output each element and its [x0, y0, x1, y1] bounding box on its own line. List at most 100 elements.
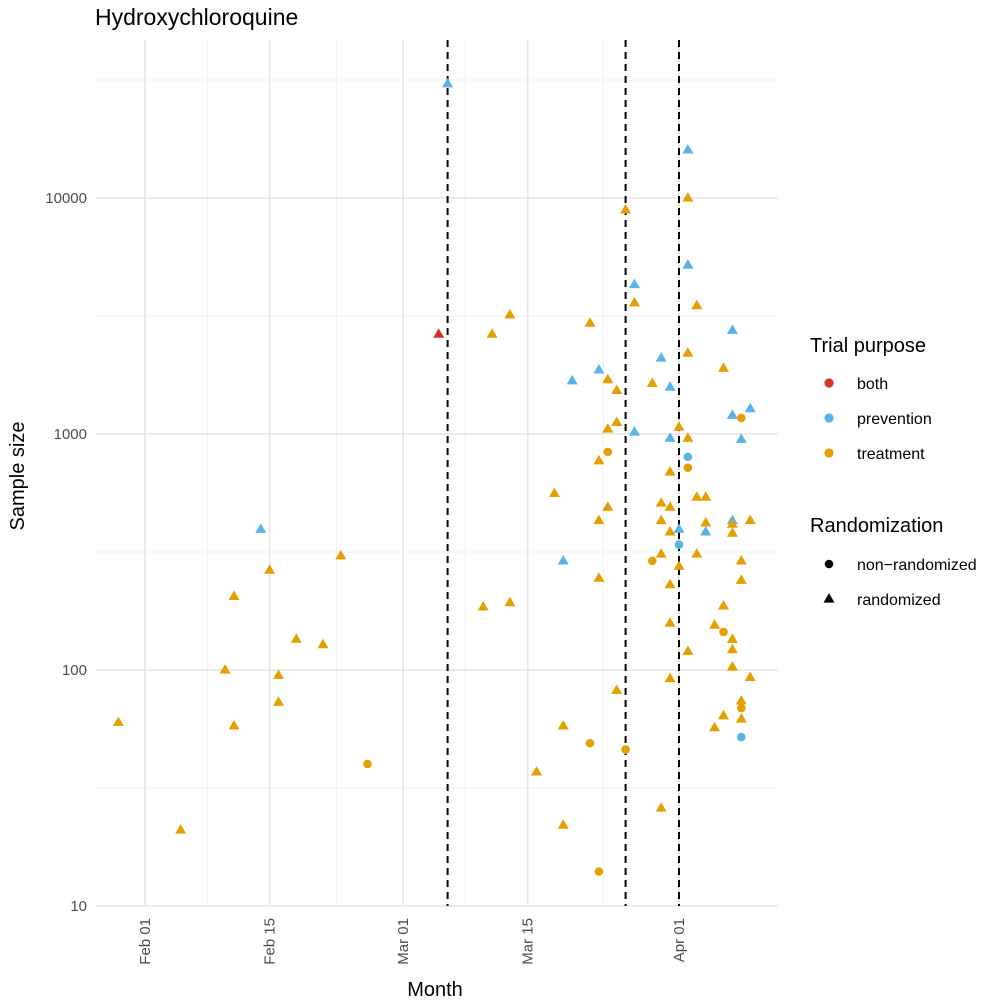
data-point	[726, 643, 738, 654]
data-point	[718, 709, 729, 720]
data-point	[664, 466, 676, 476]
data-point	[664, 578, 676, 589]
legend-color-title: Trial purpose	[810, 335, 926, 357]
data-point	[655, 802, 667, 812]
data-point	[709, 619, 721, 629]
x-axis-ticks: Feb 01 Feb 15 Mar 01 Mar 15 Apr 01	[137, 918, 688, 965]
x-axis-title: Month	[407, 979, 463, 1001]
x-tick-label: Feb 01	[137, 918, 154, 965]
data-point	[700, 525, 712, 536]
data-point	[611, 684, 623, 694]
data-point	[621, 745, 630, 754]
data-point	[620, 204, 632, 214]
legend-shape-label: non−randomized	[857, 557, 977, 574]
data-point	[219, 664, 231, 674]
data-point	[718, 599, 729, 610]
legend-color-items: both prevention treatment	[824, 376, 932, 463]
data-point	[674, 540, 684, 549]
data-point	[290, 633, 302, 643]
data-point	[664, 617, 676, 627]
x-tick-label: Mar 15	[520, 918, 537, 965]
x-tick-label: Apr 01	[671, 918, 688, 962]
data-point	[691, 491, 703, 501]
data-point	[273, 696, 284, 706]
data-point	[673, 560, 685, 570]
data-point	[335, 549, 347, 560]
legend-color-label: treatment	[857, 446, 925, 463]
legend-shape-key	[824, 559, 834, 569]
data-point	[655, 352, 667, 362]
x-tick-label: Feb 15	[262, 918, 279, 965]
data-point	[317, 638, 329, 649]
data-point	[700, 517, 712, 527]
y-axis-ticks: 10 100 1000 10000	[45, 190, 87, 915]
data-point	[648, 556, 657, 566]
chart-title: Hydroxychloroquine	[95, 4, 298, 30]
data-point	[611, 416, 623, 426]
data-point	[593, 454, 605, 465]
data-point	[664, 672, 676, 683]
data-point	[744, 671, 756, 682]
data-point	[664, 432, 676, 442]
data-point	[682, 259, 694, 269]
data-point	[726, 518, 738, 528]
data-point	[655, 514, 667, 525]
data-point	[531, 766, 543, 776]
data-point	[737, 732, 746, 742]
data-point	[273, 669, 284, 679]
data-point	[593, 363, 605, 374]
data-point	[682, 192, 694, 202]
data-point	[584, 317, 596, 327]
data-point	[737, 703, 746, 713]
data-point	[744, 402, 756, 413]
data-point	[726, 661, 738, 671]
data-point	[504, 308, 516, 319]
legend: Trial purpose both prevention treatment Ra…	[810, 335, 977, 609]
legend-color-key	[824, 378, 834, 388]
data-point	[682, 645, 694, 655]
data-point	[744, 514, 756, 525]
data-point	[602, 423, 614, 433]
data-point	[442, 77, 454, 88]
data-point	[593, 572, 605, 582]
data-point	[691, 548, 703, 558]
data-point	[228, 590, 240, 601]
data-point	[646, 377, 658, 387]
data-point	[719, 627, 728, 637]
data-point	[700, 491, 712, 501]
data-point	[726, 409, 738, 419]
legend-shape-label: randomized	[857, 592, 941, 609]
data-point	[228, 719, 240, 730]
data-point	[593, 514, 605, 525]
data-point	[557, 819, 569, 829]
legend-color-label: prevention	[857, 411, 932, 428]
data-point	[726, 633, 738, 643]
data-point	[655, 548, 667, 558]
data-point	[504, 596, 516, 607]
data-point	[603, 447, 613, 457]
data-point	[264, 564, 276, 574]
data-point	[557, 554, 569, 565]
data-point	[726, 324, 738, 334]
data-point	[735, 554, 747, 565]
data-point	[602, 373, 614, 384]
data-point	[629, 278, 640, 289]
data-point	[682, 347, 694, 357]
data-point	[548, 487, 560, 498]
y-tick-label: 10	[70, 898, 87, 915]
data-point	[682, 432, 694, 442]
data-point	[629, 296, 640, 307]
legend-shape-items: non−randomized randomized	[823, 557, 977, 609]
data-point	[683, 463, 693, 472]
legend-shape-title: Randomization	[810, 515, 943, 537]
data-point	[735, 574, 747, 584]
data-point	[255, 523, 267, 533]
data-point	[602, 501, 614, 511]
legend-color-key	[824, 448, 834, 458]
data-point	[594, 867, 604, 876]
data-point	[112, 716, 124, 726]
data-point	[433, 328, 445, 338]
data-point	[709, 721, 721, 732]
